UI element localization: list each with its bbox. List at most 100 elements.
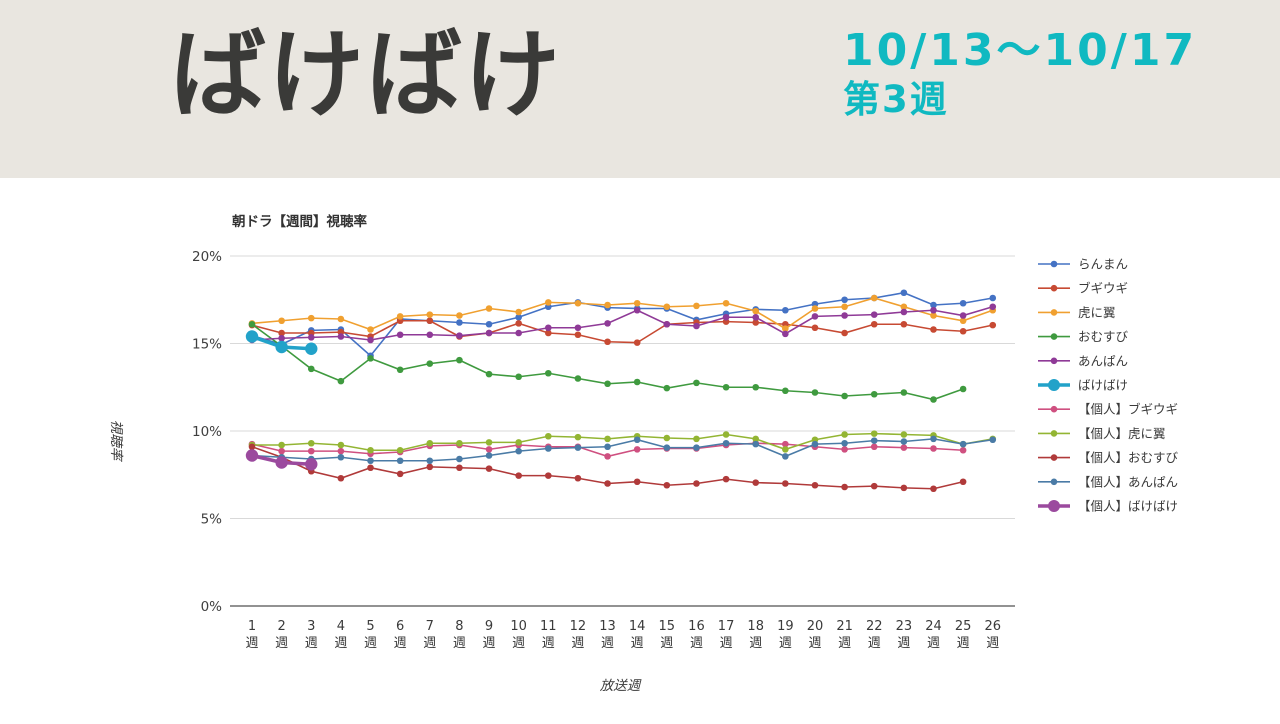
data-point-boogiewoogie-week-21 [841,329,848,337]
legend-marker-kojin-bakebake [1048,500,1060,512]
data-point-anpan-week-9 [485,329,493,337]
series-anpan [248,303,997,344]
x-tick-label-week-26: 26 週 [984,619,1001,651]
y-tick-label-15: 15% [192,337,222,353]
data-point-kojin-boogiewoogie-week-4 [337,447,345,455]
legend-label-kojin-tora-ni-tsubasa: 【個人】虎に翼 [1078,426,1166,441]
legend-item-tora-ni-tsubasa: 虎に翼 [1038,305,1116,320]
data-point-kojin-omusubi-week-11 [545,472,552,479]
data-point-kojin-anpan-week-5 [367,457,374,465]
x-tick-label-week-22: 22 週 [866,619,883,651]
legend-label-kojin-boogiewoogie: 【個人】ブギウギ [1078,402,1178,417]
data-point-bakebake-week-1 [245,330,259,343]
data-point-tora-ni-tsubasa-week-2 [278,317,285,325]
data-point-kojin-omusubi-week-12 [574,474,582,482]
data-point-tora-ni-tsubasa-week-21 [841,303,848,311]
x-tick-label-week-23: 23 週 [896,619,913,651]
data-point-omusubi-week-9 [485,370,493,378]
series-omusubi [248,320,967,403]
x-tick-label-week-24: 24 週 [925,619,942,651]
data-point-anpan-week-10 [515,329,522,337]
data-point-anpan-week-15 [663,320,671,328]
data-point-kojin-anpan-week-22 [870,437,878,444]
data-point-anpan-week-17 [722,313,730,321]
data-point-boogiewoogie-week-20 [811,324,819,332]
legend-marker-boogiewoogie [1050,284,1058,292]
y-tick-label-0: 0% [201,599,223,615]
drama-title: ばけばけ [170,19,562,131]
ratings-line-chart: 0% 5% 10% 15% 20% 1 週 2 週 3 週 4 週 5 週 6 週 7 週 8 週 9 週 10 週 11 週 12 週… [108,213,1179,694]
data-point-kojin-boogiewoogie-week-14 [633,446,641,453]
data-point-anpan-week-20 [811,313,819,320]
data-point-kojin-anpan-week-11 [545,445,552,452]
data-point-anpan-week-6 [396,331,404,339]
data-point-kojin-anpan-week-21 [841,439,848,447]
data-point-kojin-boogiewoogie-week-3 [307,447,315,455]
data-point-omusubi-week-1 [248,320,256,328]
data-point-anpan-week-8 [456,332,463,339]
data-point-ranman-week-8 [456,319,463,326]
data-point-omusubi-week-4 [337,377,345,385]
data-point-kojin-boogiewoogie-week-13 [604,453,611,460]
data-point-tora-ni-tsubasa-week-3 [307,314,315,322]
data-point-kojin-anpan-week-9 [485,452,493,459]
data-point-tora-ni-tsubasa-week-20 [811,305,819,312]
data-point-omusubi-week-16 [693,379,700,387]
data-point-kojin-omusubi-week-9 [485,465,493,472]
data-point-boogiewoogie-week-7 [426,317,434,325]
legend-item-kojin-tora-ni-tsubasa: 【個人】虎に翼 [1038,426,1166,441]
data-point-kojin-omusubi-week-14 [633,478,641,486]
data-point-tora-ni-tsubasa-week-25 [959,317,967,325]
data-point-kojin-tora-ni-tsubasa-week-13 [604,435,611,443]
data-point-kojin-anpan-week-18 [752,440,760,448]
data-point-kojin-tora-ni-tsubasa-week-8 [456,439,463,447]
legend-label-omusubi: おむすび [1078,329,1129,344]
data-point-omusubi-week-8 [456,356,463,364]
data-point-kojin-tora-ni-tsubasa-week-3 [307,439,315,447]
data-point-kojin-omusubi-week-1 [248,443,256,451]
data-point-omusubi-week-7 [426,360,434,367]
data-point-kojin-tora-ni-tsubasa-week-10 [515,439,522,446]
legend-label-anpan: あんぱん [1078,353,1128,368]
data-point-anpan-week-2 [278,334,285,342]
data-point-kojin-boogiewoogie-week-2 [278,447,285,455]
data-point-omusubi-week-19 [782,387,789,395]
legend-item-ranman: らんまん [1038,257,1128,272]
legend-item-bakebake: ばけばけ [1038,378,1128,393]
date-range: 10/13～10/17 [843,25,1198,76]
data-point-kojin-tora-ni-tsubasa-week-22 [870,430,878,437]
data-point-tora-ni-tsubasa-week-22 [870,294,878,302]
data-point-omusubi-week-3 [307,365,315,373]
chart-title: 朝ドラ【週間】視聴率 [232,213,367,230]
data-point-tora-ni-tsubasa-week-15 [663,303,671,311]
data-point-boogiewoogie-week-23 [900,320,908,328]
data-point-omusubi-week-6 [396,366,404,374]
data-point-kojin-omusubi-week-8 [456,464,463,472]
data-point-omusubi-week-12 [574,375,582,382]
data-point-kojin-tora-ni-tsubasa-week-7 [426,439,434,447]
series-line-boogiewoogie [251,319,993,344]
data-point-kojin-tora-ni-tsubasa-week-2 [278,441,285,449]
data-point-anpan-week-14 [633,306,641,314]
data-point-tora-ni-tsubasa-week-16 [693,302,700,310]
data-point-boogiewoogie-week-25 [959,327,967,335]
series-boogiewoogie [248,317,997,346]
data-point-kojin-anpan-week-7 [426,457,434,465]
data-point-anpan-week-18 [752,313,760,321]
data-point-omusubi-week-24 [930,396,937,403]
legend-label-boogiewoogie: ブギウギ [1078,281,1128,296]
data-point-kojin-anpan-week-16 [693,444,700,451]
data-point-kojin-omusubi-week-25 [959,478,967,486]
data-point-tora-ni-tsubasa-week-13 [604,301,611,309]
data-point-kojin-anpan-week-14 [633,436,641,444]
series-line-anpan [251,305,993,341]
data-point-ranman-week-9 [485,320,493,328]
x-tick-label-week-14: 14 週 [629,619,646,651]
data-point-tora-ni-tsubasa-week-6 [396,313,404,320]
data-point-anpan-week-3 [307,334,315,341]
legend-label-ranman: らんまん [1078,257,1128,272]
week-number: 第3週 [843,77,949,121]
data-point-anpan-week-26 [989,303,997,311]
